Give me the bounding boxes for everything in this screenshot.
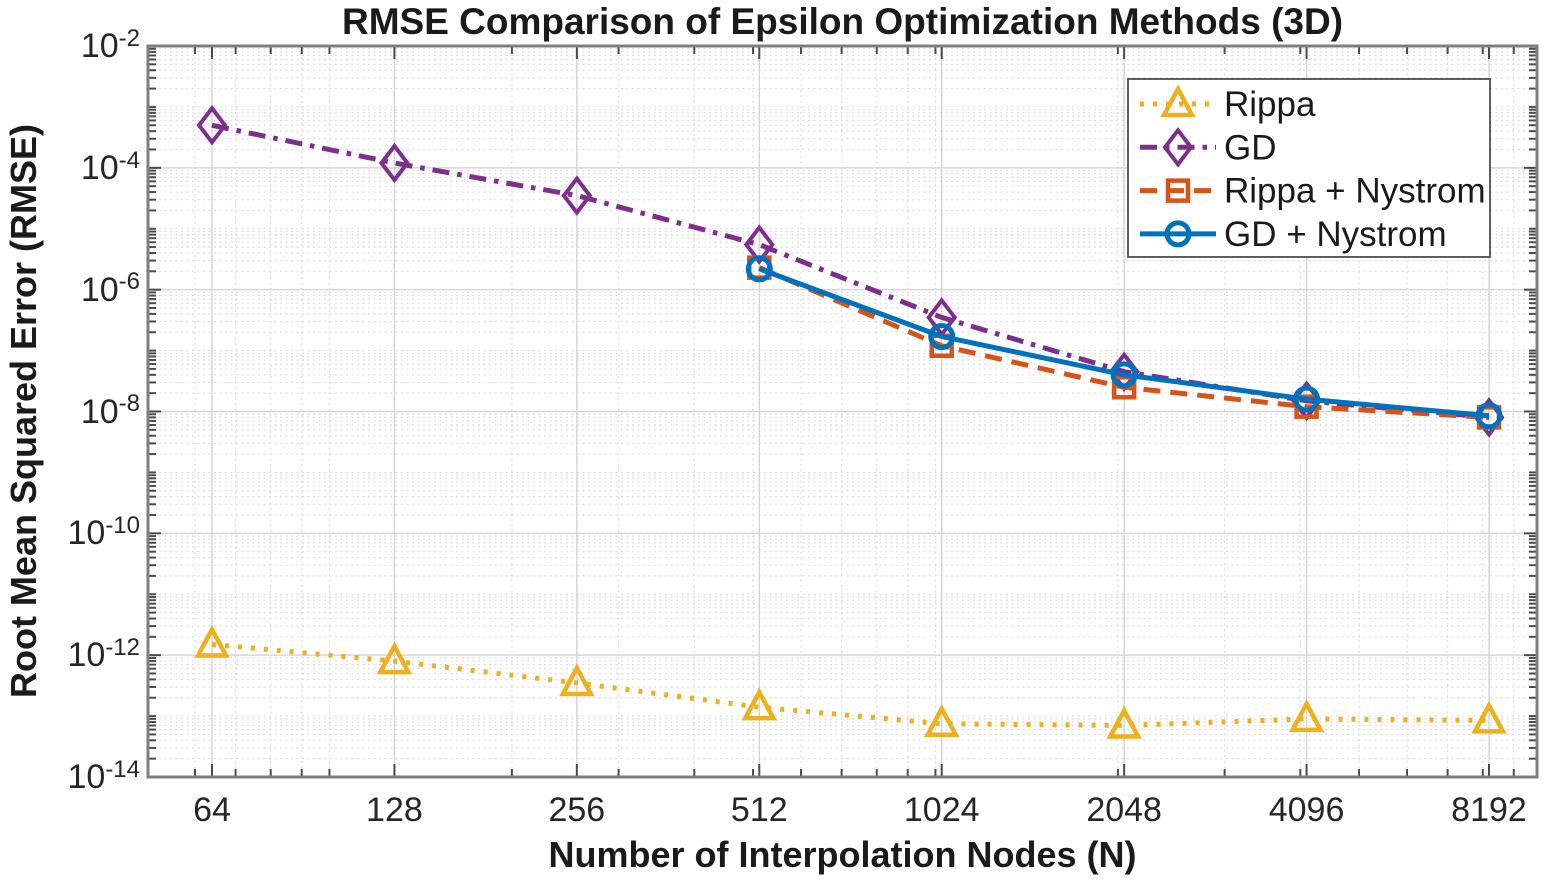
legend-label: Rippa + Nystrom (1224, 172, 1486, 211)
legend-item-gd: GD (1140, 127, 1277, 168)
x-tick-label-128: 128 (366, 791, 423, 829)
axes-box (146, 44, 1539, 779)
y-tick-label-1e-10: 10-10 (67, 512, 140, 553)
x-tick-label-8192: 8192 (1451, 791, 1527, 829)
y-tick-label-1e-6: 10-6 (80, 268, 140, 309)
y-tick-label-1e-8: 10-8 (80, 390, 140, 431)
x-tick-label-1024: 1024 (903, 791, 980, 829)
legend-label: GD + Nystrom (1224, 215, 1447, 254)
series-markers (194, 624, 1507, 739)
y-tick-label-1e-2: 10-2 (80, 24, 140, 65)
legend-label: Rippa (1224, 85, 1316, 124)
legend: Rippa GD Rippa + Nystrom GD + Nystrom (1127, 78, 1491, 258)
series-markers (745, 255, 1503, 430)
legend-label: GD (1224, 128, 1277, 167)
x-tick-label-512: 512 (730, 791, 788, 829)
series-line (758, 266, 1490, 419)
legend-item-gd-nystrom: GD + Nystrom (1140, 215, 1447, 254)
x-axis-label: Number of Interpolation Nodes (N) (548, 834, 1137, 875)
y-tick-label-1e-4: 10-4 (80, 146, 140, 187)
legend-item-rippa: Rippa (1140, 84, 1316, 124)
series-rippa (194, 624, 1507, 739)
x-tick-label-64: 64 (193, 791, 231, 829)
legend-item-rippa-nystrom: Rippa + Nystrom (1140, 172, 1486, 211)
x-tick-label-2048: 2048 (1086, 791, 1162, 829)
x-tick-label-4096: 4096 (1268, 791, 1345, 829)
y-tick-label-1e-12: 10-12 (67, 633, 140, 675)
series-line (211, 641, 1490, 729)
x-tick-label-256: 256 (548, 791, 606, 829)
y-tick-label-1e-14: 10-14 (67, 755, 140, 796)
chart-title: RMSE Comparison of Epsilon Optimization … (341, 1, 1344, 42)
series-gd-nystrom (745, 255, 1503, 430)
